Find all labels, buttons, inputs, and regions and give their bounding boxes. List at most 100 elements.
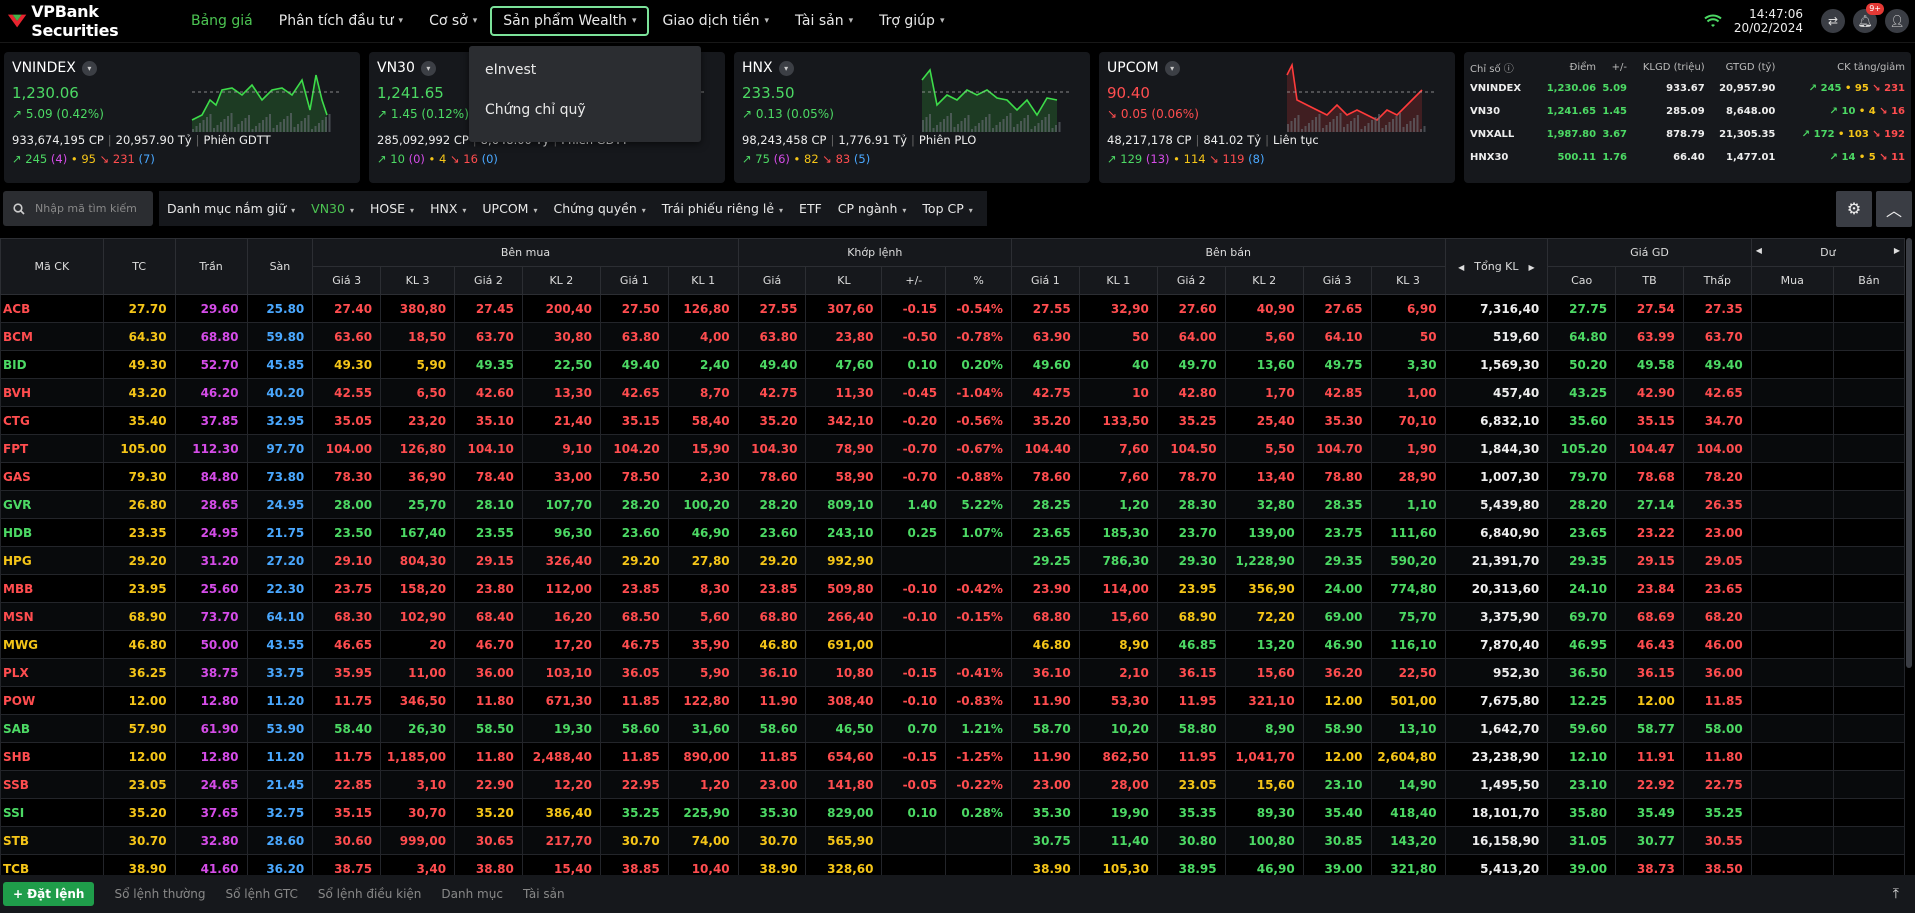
subcol-ban[interactable]: Bán [1832,266,1905,295]
tab-top-cp[interactable]: Top CP ▾ [914,201,980,216]
table-row[interactable]: FPT 105.00 112.30 97.70 104.00 126,80 104.10 9,… [0,434,1905,463]
symbol-cell[interactable]: MBB [0,574,104,603]
table-row[interactable]: SHB 12.00 12.80 11.20 11.75 1,185,00 11.80 2,48… [0,742,1905,771]
table-row[interactable]: BCM 64.30 68.80 59.80 63.60 18,50 63.70 30,80 63… [0,322,1905,351]
bottom-tab-so-lenh-thuong[interactable]: Sổ lệnh thường [114,887,206,901]
chevron-down-icon[interactable]: ▾ [81,60,97,76]
user-button[interactable]: 👤︎ [1885,9,1909,33]
vertical-scrollbar[interactable] [1906,238,1912,668]
table-row[interactable]: TCB 38.90 41.60 36.20 38.75 3,40 38.80 15,40 38.… [0,854,1905,875]
subcol-gia-3[interactable]: Giá 3 [1302,266,1372,295]
tab-etf[interactable]: ETF [791,201,830,216]
subcol-kl-3[interactable]: KL 3 [380,266,456,295]
expand-panel-button[interactable]: ⤒ [1893,886,1899,902]
col-ceiling[interactable]: Trần [174,238,248,295]
symbol-cell[interactable]: TCB [0,854,104,875]
subcol-cao[interactable]: Cao [1547,266,1617,295]
table-row[interactable]: CTG 35.40 37.85 32.95 35.05 23,20 35.10 21,40 35… [0,406,1905,435]
symbol-cell[interactable]: FPT [0,434,104,463]
chevron-down-icon[interactable]: ▾ [1164,60,1180,76]
tab-cp-nganh[interactable]: CP ngành ▾ [830,201,915,216]
subcol-kl-2[interactable]: KL 2 [521,266,601,295]
symbol-cell[interactable]: SSI [0,798,104,827]
summary-row[interactable]: VNINDEX 1,230.06 5.09 933.67 20,957.90 ↗ 245 … [1470,77,1905,100]
foreign-next-icon[interactable]: ▶ [1893,246,1900,255]
symbol-cell[interactable]: MWG [0,630,104,659]
table-row[interactable]: HDB 23.35 24.95 21.75 23.50 167,40 23.55 96,30 2… [0,518,1905,547]
symbol-cell[interactable]: CTG [0,406,104,435]
tab-upcom[interactable]: UPCOM ▾ [474,201,545,216]
symbol-cell[interactable]: BID [0,350,104,379]
symbol-cell[interactable]: GVR [0,490,104,519]
nav-item-giao-dich-tien[interactable]: Giao dịch tiền ▾ [649,6,782,36]
table-row[interactable]: GVR 26.80 28.65 24.95 28.00 25,70 28.10 107,70 2… [0,490,1905,519]
table-row[interactable]: HPG 29.20 31.20 27.20 29.10 804,30 29.15 326,40… [0,546,1905,575]
symbol-cell[interactable]: SHB [0,742,104,771]
symbol-cell[interactable]: HDB [0,518,104,547]
table-row[interactable]: SSB 23.05 24.65 21.45 22.85 3,10 22.90 12,20 22.… [0,770,1905,799]
subcol-gia-3[interactable]: Giá 3 [312,266,382,295]
nav-item-san-pham-wealth[interactable]: Sản phẩm Wealth ▾ [490,6,650,36]
transfer-button[interactable]: ⇄ [1821,9,1845,33]
index-card-upcom[interactable]: UPCOM ▾ 90.40 ↘ 0.05 (0.06%) 48,217,178 CP | 8… [1099,52,1455,183]
symbol-cell[interactable]: POW [0,686,104,715]
symbol-cell[interactable]: SAB [0,714,104,743]
subcol-kl-2[interactable]: KL 2 [1224,266,1304,295]
subcol-gia-1[interactable]: Giá 1 [1010,266,1080,295]
symbol-cell[interactable]: SSB [0,770,104,799]
table-row[interactable]: BID 49.30 52.70 45.85 49.30 5,90 49.35 22,50 49.… [0,350,1905,379]
bottom-tab-tai-san[interactable]: Tài sản [522,887,565,901]
scroll-left-icon[interactable]: ◀ [1458,263,1465,272]
symbol-cell[interactable]: GAS [0,462,104,491]
symbol-cell[interactable]: MSN [0,602,104,631]
table-row[interactable]: PLX 36.25 38.75 33.75 35.95 11,00 36.00 103,10 3… [0,658,1905,687]
notification-button[interactable]: 🔔︎ 9+ [1853,3,1884,33]
symbol-cell[interactable]: HPG [0,546,104,575]
symbol-cell[interactable]: ACB [0,294,104,323]
table-row[interactable]: POW 12.00 12.80 11.20 11.75 346,50 11.80 671,30… [0,686,1905,715]
tab-danh-muc-nam-giu[interactable]: Danh mục nắm giữ ▾ [159,201,303,216]
table-row[interactable]: GAS 79.30 84.80 73.80 78.30 36,90 78.40 33,00 78… [0,462,1905,491]
nav-item-phan-tich-dau-tu[interactable]: Phân tích đầu tư ▾ [266,6,416,36]
dropdown-item-einvest[interactable]: eInvest [485,62,537,78]
subcol-kl-1[interactable]: KL 1 [1078,266,1158,295]
subcol-gia-2[interactable]: Giá 2 [1156,266,1226,295]
table-row[interactable]: SAB 57.90 61.90 53.90 58.40 26,30 58.50 19,30 58… [0,714,1905,743]
col-symbol[interactable]: Mã CK [0,238,104,295]
table-row[interactable]: MBB 23.95 25.60 22.30 23.75 158,20 23.80 112,00… [0,574,1905,603]
subcol-kl-1[interactable]: KL 1 [667,266,739,295]
chevron-down-icon[interactable]: ▾ [420,60,436,76]
tab-hnx[interactable]: HNX ▾ [422,201,474,216]
subcol-gia[interactable]: Giá [737,266,807,295]
subcol-kl[interactable]: KL [805,266,883,295]
table-row[interactable]: SSI 35.20 37.65 32.75 35.15 30,70 35.20 386,40 3… [0,798,1905,827]
summary-row[interactable]: VN30 1,241.65 1.45 285.09 8,648.00 ↗ 10 • 4 ↘… [1470,100,1905,123]
col-ref[interactable]: TC [102,238,176,295]
subcol-mua[interactable]: Mua [1750,266,1834,295]
dropdown-item-chung-chi-quy[interactable]: Chứng chỉ quỹ [485,102,586,118]
nav-item-tro-giup[interactable]: Trợ giúp ▾ [866,6,957,36]
table-row[interactable]: MSN 68.90 73.70 64.10 68.30 102,90 68.40 16,20 6… [0,602,1905,631]
collapse-button[interactable]: ︿ [1876,190,1912,227]
tab-vn30[interactable]: VN30 ▾ [303,201,362,216]
tab-hose[interactable]: HOSE ▾ [362,201,422,216]
summary-row[interactable]: VNXALL 1,987.80 3.67 878.79 21,305.35 ↗ 172 •… [1470,123,1905,146]
subcol-[interactable]: % [945,266,1012,295]
col-total-volume[interactable]: ◀ Tổng KL ▶ [1444,238,1549,295]
subcol-kl-3[interactable]: KL 3 [1370,266,1446,295]
symbol-cell[interactable]: PLX [0,658,104,687]
index-card-vnindex[interactable]: VNINDEX ▾ 1,230.06 ↗ 5.09 (0.42%) 933,674,19… [4,52,360,183]
subcol-thap[interactable]: Thấp [1682,266,1752,295]
index-card-hnx[interactable]: HNX ▾ 233.50 ↗ 0.13 (0.05%) 98,243,458 CP | 1,… [734,52,1090,183]
chevron-down-icon[interactable]: ▾ [778,60,794,76]
table-row[interactable]: STB 30.70 32.80 28.60 30.60 999,00 30.65 217,70… [0,826,1905,855]
nav-item-bang-gia[interactable]: Bảng giá [178,6,266,36]
tab-trai-phieu-rieng-le[interactable]: Trái phiếu riêng lẻ ▾ [654,201,791,216]
bottom-tab-danh-muc[interactable]: Danh mục [441,887,503,901]
subcol-tb[interactable]: TB [1615,266,1684,295]
settings-button[interactable]: ⚙ [1836,190,1872,227]
table-row[interactable]: ACB 27.70 29.60 25.80 27.40 380,80 27.45 200,40… [0,294,1905,323]
search-box[interactable]: Nhập mã tìm kiếm [3,191,153,226]
info-icon[interactable]: ⓘ [1500,64,1514,75]
tab-chung-quyen[interactable]: Chứng quyền ▾ [545,201,653,216]
